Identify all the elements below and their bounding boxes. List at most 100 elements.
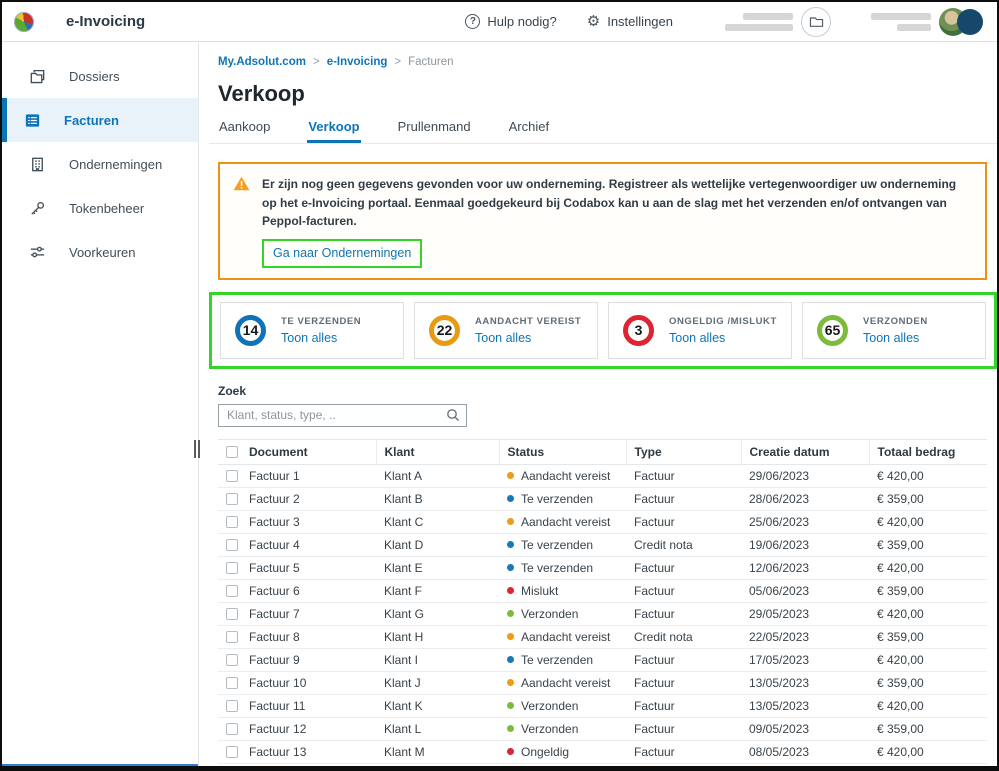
- tab-prullenmand[interactable]: Prullenmand: [397, 119, 471, 134]
- cell-status: Aandacht vereist: [521, 468, 611, 483]
- row-checkbox[interactable]: [226, 561, 238, 574]
- breadcrumb-link[interactable]: My.Adsolut.com: [218, 56, 306, 68]
- help-label: Hulp nodig?: [487, 14, 557, 29]
- banner-text: Er zijn nog geen gegevens gevonden voor …: [262, 177, 957, 229]
- cell-klant: Klant F: [376, 579, 499, 603]
- settings-label: Instellingen: [607, 14, 673, 29]
- gear-icon: ⚙: [586, 13, 601, 30]
- table-row[interactable]: Factuur 7 Klant G Verzonden Factuur 29/0…: [218, 602, 987, 626]
- select-all-checkbox[interactable]: [226, 445, 238, 458]
- stat-count-badge: 3: [623, 314, 654, 346]
- building-icon: [32, 157, 43, 171]
- row-checkbox[interactable]: [226, 492, 238, 505]
- cell-type: Factuur: [626, 671, 741, 695]
- cell-type: Factuur: [626, 648, 741, 672]
- search-input[interactable]: [218, 403, 467, 427]
- row-checkbox[interactable]: [226, 469, 238, 482]
- redacted-text: [725, 12, 793, 31]
- toon-alles-link[interactable]: Toon alles: [281, 330, 338, 345]
- table-row[interactable]: Factuur 9 Klant I Te verzenden Factuur 1…: [218, 648, 987, 672]
- breadcrumb-current: Facturen: [408, 56, 454, 68]
- table-row[interactable]: Factuur 14 Klant N Verzonden Factuur 06/…: [218, 763, 987, 766]
- cell-totaal-bedrag: € 359,00: [869, 671, 987, 695]
- folder-button[interactable]: [801, 6, 831, 37]
- row-checkbox[interactable]: [226, 676, 238, 689]
- row-checkbox[interactable]: [226, 607, 238, 620]
- status-dot-icon: [507, 471, 514, 479]
- stat-count-badge: 65: [817, 314, 848, 346]
- row-checkbox[interactable]: [226, 630, 238, 643]
- table-row[interactable]: Factuur 11 Klant K Verzonden Factuur 13/…: [218, 694, 987, 718]
- cell-klant: Klant I: [376, 648, 499, 672]
- table-row[interactable]: Factuur 5 Klant E Te verzenden Factuur 1…: [218, 556, 987, 580]
- user-menu[interactable]: [871, 7, 983, 36]
- row-checkbox[interactable]: [226, 584, 238, 597]
- row-checkbox[interactable]: [226, 745, 238, 758]
- folder-icon: [809, 17, 823, 27]
- workspace-switcher[interactable]: [725, 6, 831, 37]
- cell-type: Factuur: [626, 464, 741, 488]
- row-checkbox[interactable]: [226, 538, 238, 551]
- row-checkbox[interactable]: [226, 515, 238, 528]
- breadcrumb-link[interactable]: e-Invoicing: [326, 56, 388, 68]
- stat-count-badge: 22: [429, 314, 460, 346]
- toon-alles-link[interactable]: Toon alles: [475, 330, 532, 345]
- search-label: Zoek: [218, 383, 247, 398]
- help-circle-icon: ?: [465, 14, 481, 29]
- row-checkbox[interactable]: [226, 699, 238, 712]
- help-button[interactable]: ? Hulp nodig?: [465, 14, 557, 29]
- table-row[interactable]: Factuur 6 Klant F Mislukt Factuur 05/06/…: [218, 579, 987, 603]
- table-row[interactable]: Factuur 4 Klant D Te verzenden Credit no…: [218, 533, 987, 557]
- table-row[interactable]: Factuur 1 Klant A Aandacht vereist Factu…: [218, 464, 987, 488]
- tab-aankoop[interactable]: Aankoop: [219, 119, 271, 134]
- redacted-text: [871, 12, 931, 31]
- cell-type: Credit nota: [626, 533, 741, 557]
- row-checkbox[interactable]: [226, 722, 238, 735]
- status-dot-icon: [507, 747, 514, 755]
- sidebar-item-voorkeuren[interactable]: Voorkeuren: [2, 230, 198, 274]
- invoice-table: Document Klant Status Type Creatie datum…: [218, 438, 987, 766]
- table-row[interactable]: Factuur 3 Klant C Aandacht vereist Factu…: [218, 510, 987, 534]
- cell-status: Te verzenden: [521, 560, 594, 575]
- cell-document: Factuur 4: [249, 537, 300, 552]
- sidebar-item-facturen[interactable]: Facturen: [2, 98, 198, 142]
- toon-alles-link[interactable]: Toon alles: [863, 330, 920, 345]
- stat-label: TE VERZENDEN: [281, 315, 362, 327]
- column-header: Totaal bedrag: [868, 438, 987, 465]
- cell-totaal-bedrag: € 420,00: [869, 740, 987, 764]
- sidebar-item-ondernemingen[interactable]: Ondernemingen: [2, 142, 198, 186]
- cell-klant: Klant J: [376, 671, 499, 695]
- go-to-ondernemingen-link[interactable]: Ga naar Ondernemingen: [273, 245, 412, 260]
- cell-klant: Klant A: [376, 464, 499, 488]
- cell-totaal-bedrag: € 359,00: [869, 533, 987, 557]
- sidebar-item-dossiers[interactable]: Dossiers: [2, 54, 198, 98]
- table-row[interactable]: Factuur 8 Klant H Aandacht vereist Credi…: [218, 625, 987, 649]
- adsolut-logo-icon[interactable]: [14, 11, 34, 32]
- cell-document: Factuur 10: [249, 675, 307, 690]
- cell-document: Factuur 6: [249, 583, 300, 598]
- breadcrumb-separator: >: [394, 56, 402, 68]
- cell-klant: Klant C: [376, 510, 499, 534]
- table-row[interactable]: Factuur 13 Klant M Ongeldig Factuur 08/0…: [218, 740, 987, 764]
- row-checkbox[interactable]: [226, 653, 238, 666]
- cell-klant: Klant E: [376, 556, 499, 580]
- cell-creatie-datum: 17/05/2023: [741, 648, 869, 672]
- toon-alles-link[interactable]: Toon alles: [669, 330, 726, 345]
- cell-status: Verzonden: [521, 698, 579, 713]
- stat-card-te-verzenden: 14 TE VERZENDEN Toon alles: [220, 301, 404, 359]
- tab-verkoop[interactable]: Verkoop: [307, 119, 360, 143]
- table-row[interactable]: Factuur 10 Klant J Aandacht vereist Fact…: [218, 671, 987, 695]
- status-dot-icon: [507, 701, 514, 709]
- cell-totaal-bedrag: € 359,00: [869, 579, 987, 603]
- tab-archief[interactable]: Archief: [508, 119, 550, 134]
- cell-type: Factuur: [626, 717, 741, 741]
- sidebar-item-tokenbeheer[interactable]: Tokenbeheer: [2, 186, 198, 230]
- cell-klant: Klant K: [376, 694, 499, 718]
- sidebar-resize-handle[interactable]: [194, 440, 200, 458]
- table-row[interactable]: Factuur 12 Klant L Verzonden Factuur 09/…: [218, 717, 987, 741]
- table-row[interactable]: Factuur 2 Klant B Te verzenden Factuur 2…: [218, 487, 987, 511]
- status-dot-icon: [507, 586, 514, 594]
- cell-document: Factuur 11: [249, 698, 306, 713]
- cell-document: Factuur 3: [249, 514, 300, 529]
- settings-button[interactable]: ⚙ Instellingen: [587, 14, 673, 29]
